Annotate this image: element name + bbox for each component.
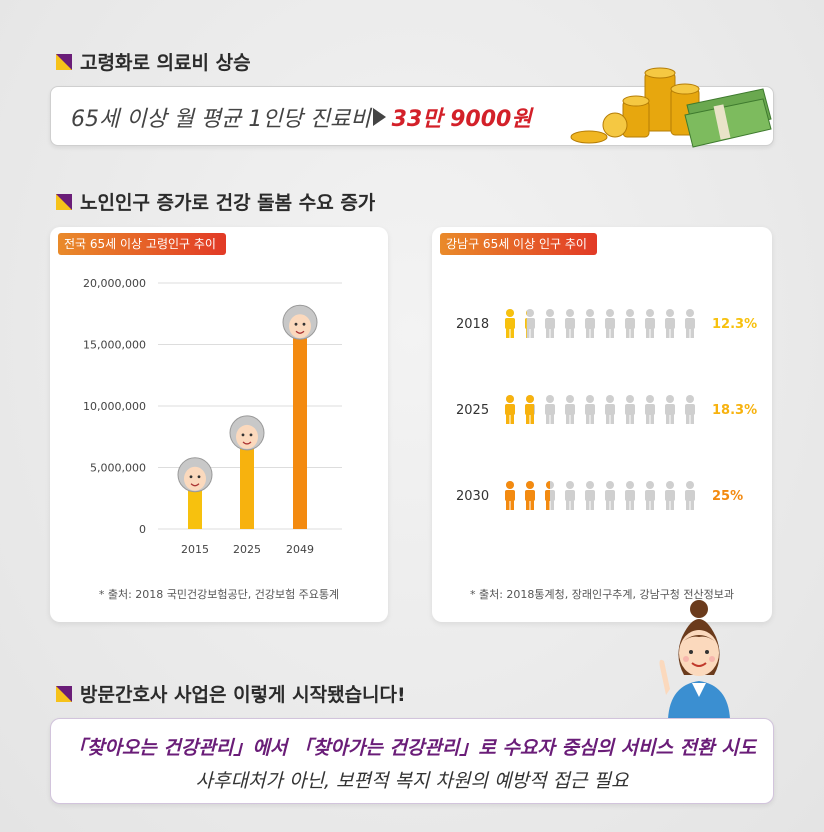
chart-source: * 출처: 2018 국민건강보험공단, 건강보험 주요통계 [98, 588, 340, 601]
elderly-face-icon [229, 415, 265, 451]
person-icon [665, 481, 675, 510]
person-icon [525, 395, 535, 424]
y-tick-label: 10,000,000 [83, 400, 146, 413]
section-marker-icon [56, 193, 72, 210]
chart-source: * 출처: 2018통계청, 장래인구추계, 강남구청 전산정보과 [469, 588, 735, 601]
person-icon [545, 481, 555, 510]
person-icon [605, 481, 615, 510]
person-icon [565, 309, 575, 338]
row-percent-label: 18.3% [712, 403, 757, 418]
person-icon [685, 395, 695, 424]
person-icon [605, 309, 615, 338]
bar-2049 [293, 332, 307, 529]
person-icon [565, 481, 575, 510]
person-icon [625, 395, 635, 424]
person-icon [505, 309, 515, 338]
row-year-label: 2025 [456, 403, 489, 418]
person-icon [645, 309, 655, 338]
arrow-right-icon [372, 108, 386, 126]
person-icon [585, 395, 595, 424]
y-tick-label: 15,000,000 [83, 339, 146, 352]
y-tick-label: 0 [139, 523, 146, 536]
x-tick-label: 2025 [233, 543, 261, 556]
person-icon [505, 395, 515, 424]
person-icon [505, 481, 515, 510]
section-marker-icon [56, 685, 72, 702]
elderly-population-bar-chart: 20,000,000 15,000,000 10,000,000 5,000,000 0… [83, 277, 342, 556]
program-summary-box: 「찾아오는 건강관리」에서 「찾아가는 건강관리」로 수요자 중심의 서비스 전… [50, 718, 774, 804]
person-icon [665, 395, 675, 424]
x-tick-label: 2015 [181, 543, 209, 556]
elderly-face-icon [282, 304, 318, 340]
person-icon [585, 481, 595, 510]
person-icon [645, 395, 655, 424]
row-percent-label: 25% [712, 489, 743, 504]
elderly-face-icon [177, 457, 213, 493]
person-icon [685, 309, 695, 338]
section-title: 방문간호사 사업은 이렇게 시작됐습니다! [80, 684, 406, 706]
money-coins-icon [570, 67, 772, 148]
person-icon [625, 309, 635, 338]
person-icon [665, 309, 675, 338]
person-icon [545, 309, 555, 338]
national-elderly-chart-card: 전국 65세 이상 고령인구 추이 20,000,000 15,000,000 10… [50, 227, 388, 622]
cost-statement: 65세 이상 월 평균 1인당 진료비 33만 9000원 [71, 101, 532, 133]
person-icon [645, 481, 655, 510]
chart-title-tag: 전국 65세 이상 고령인구 추이 [58, 233, 226, 255]
person-icon [585, 309, 595, 338]
bar-2025 [240, 442, 254, 529]
person-icon [525, 481, 535, 510]
section-header-population: 노인인구 증가로 건강 돌봄 수요 증가 [56, 188, 375, 215]
row-percent-label: 12.3% [712, 317, 757, 332]
chart-title-tag: 강남구 65세 이상 인구 추이 [440, 233, 597, 255]
medical-cost-box: 65세 이상 월 평균 1인당 진료비 33만 9000원 [50, 67, 774, 148]
section-header-visiting-nurse: 방문간호사 사업은 이렇게 시작됐습니다! [56, 680, 406, 707]
section-marker-icon [56, 53, 72, 70]
row-year-label: 2030 [456, 489, 489, 504]
summary-line-2: 사후대처가 아닌, 보편적 복지 차원의 예방적 접근 필요 [195, 770, 629, 792]
person-icon [685, 481, 695, 510]
row-year-label: 2018 [456, 317, 489, 332]
x-tick-label: 2049 [286, 543, 314, 556]
y-tick-label: 5,000,000 [90, 462, 146, 475]
nurse-illustration-icon [659, 600, 730, 719]
person-icon [605, 395, 615, 424]
person-icon [545, 395, 555, 424]
section-title: 노인인구 증가로 건강 돌봄 수요 증가 [80, 192, 376, 214]
cost-label: 65세 이상 월 평균 1인당 진료비 [71, 107, 371, 132]
cost-value: 33만 9000원 [391, 107, 532, 132]
person-icon [525, 309, 535, 338]
section-header-cost: 고령화로 의료비 상승 [56, 48, 251, 75]
summary-line-1: 「찾아오는 건강관리」에서 「찾아가는 건강관리」로 수요자 중심의 서비스 전… [67, 737, 757, 759]
bar-2015 [188, 484, 202, 529]
section-title: 고령화로 의료비 상승 [80, 52, 251, 74]
y-tick-label: 20,000,000 [83, 277, 146, 290]
gangnam-population-pictogram: 2018 12.3% 2025 18.3% 2030 25% [456, 309, 757, 510]
gangnam-elderly-chart-card: 강남구 65세 이상 인구 추이 2018 12.3% 2025 18.3% 2030 2… [432, 227, 772, 622]
person-icon [625, 481, 635, 510]
person-icon [565, 395, 575, 424]
